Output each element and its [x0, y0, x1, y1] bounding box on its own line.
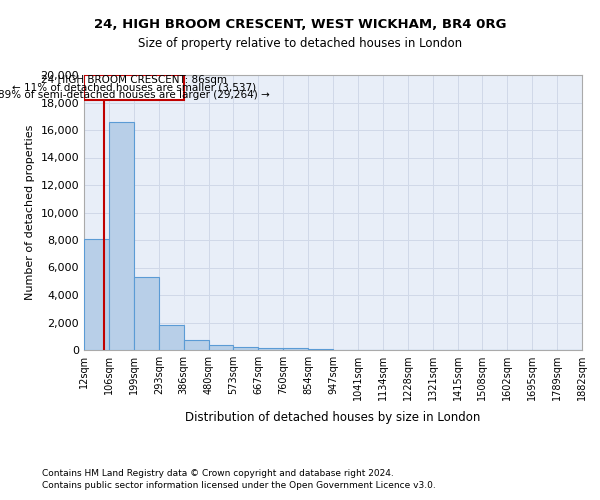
Bar [159, 325, 184, 350]
Text: Contains public sector information licensed under the Open Government Licence v3: Contains public sector information licen… [42, 481, 436, 490]
Bar [283, 348, 308, 350]
Y-axis label: Number of detached properties: Number of detached properties [25, 125, 35, 300]
Bar [209, 346, 233, 350]
Bar [109, 122, 134, 350]
X-axis label: Distribution of detached houses by size in London: Distribution of detached houses by size … [185, 412, 481, 424]
Text: 89% of semi-detached houses are larger (29,264) →: 89% of semi-detached houses are larger (… [0, 90, 269, 100]
Text: Contains HM Land Registry data © Crown copyright and database right 2024.: Contains HM Land Registry data © Crown c… [42, 468, 394, 477]
FancyBboxPatch shape [84, 75, 184, 100]
Bar [233, 347, 259, 350]
Bar [84, 238, 109, 350]
Text: Size of property relative to detached houses in London: Size of property relative to detached ho… [138, 38, 462, 51]
Text: 24 HIGH BROOM CRESCENT: 86sqm: 24 HIGH BROOM CRESCENT: 86sqm [41, 75, 227, 85]
Text: ← 11% of detached houses are smaller (3,537): ← 11% of detached houses are smaller (3,… [12, 82, 256, 92]
Text: 24, HIGH BROOM CRESCENT, WEST WICKHAM, BR4 0RG: 24, HIGH BROOM CRESCENT, WEST WICKHAM, B… [94, 18, 506, 30]
Bar [308, 348, 333, 350]
Bar [184, 340, 209, 350]
Bar [134, 277, 159, 350]
Bar [259, 348, 283, 350]
